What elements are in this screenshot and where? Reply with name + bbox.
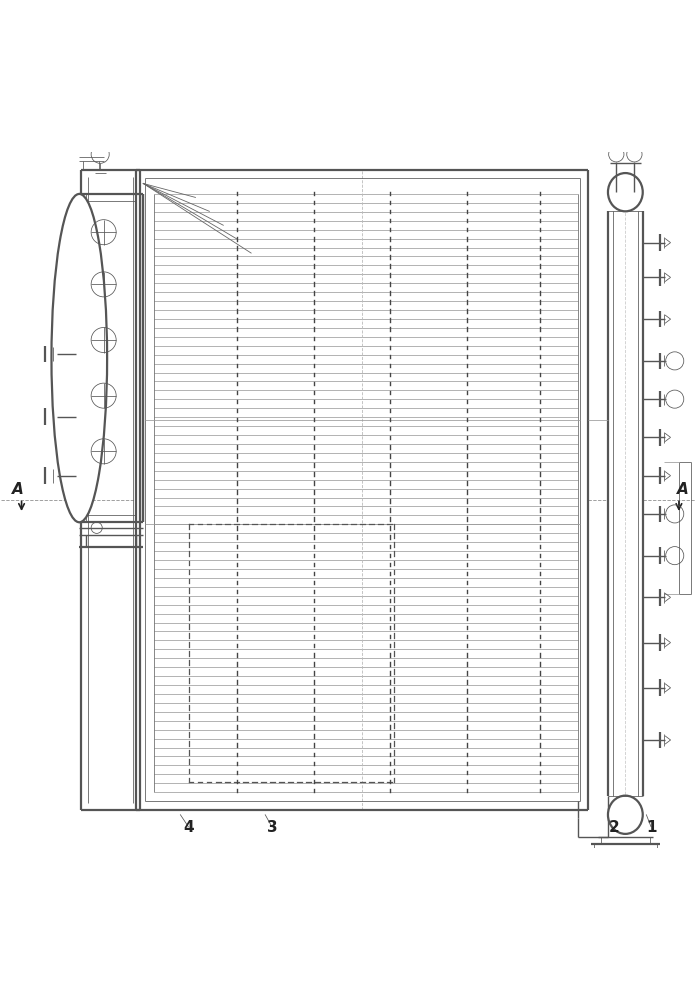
Text: 1: 1 — [646, 820, 657, 835]
Text: 4: 4 — [183, 820, 194, 835]
Ellipse shape — [608, 796, 643, 834]
Text: A: A — [13, 482, 24, 497]
Text: A: A — [677, 482, 688, 497]
Ellipse shape — [608, 173, 643, 211]
Ellipse shape — [52, 194, 107, 522]
Text: 2: 2 — [609, 820, 620, 835]
Text: 3: 3 — [267, 820, 277, 835]
